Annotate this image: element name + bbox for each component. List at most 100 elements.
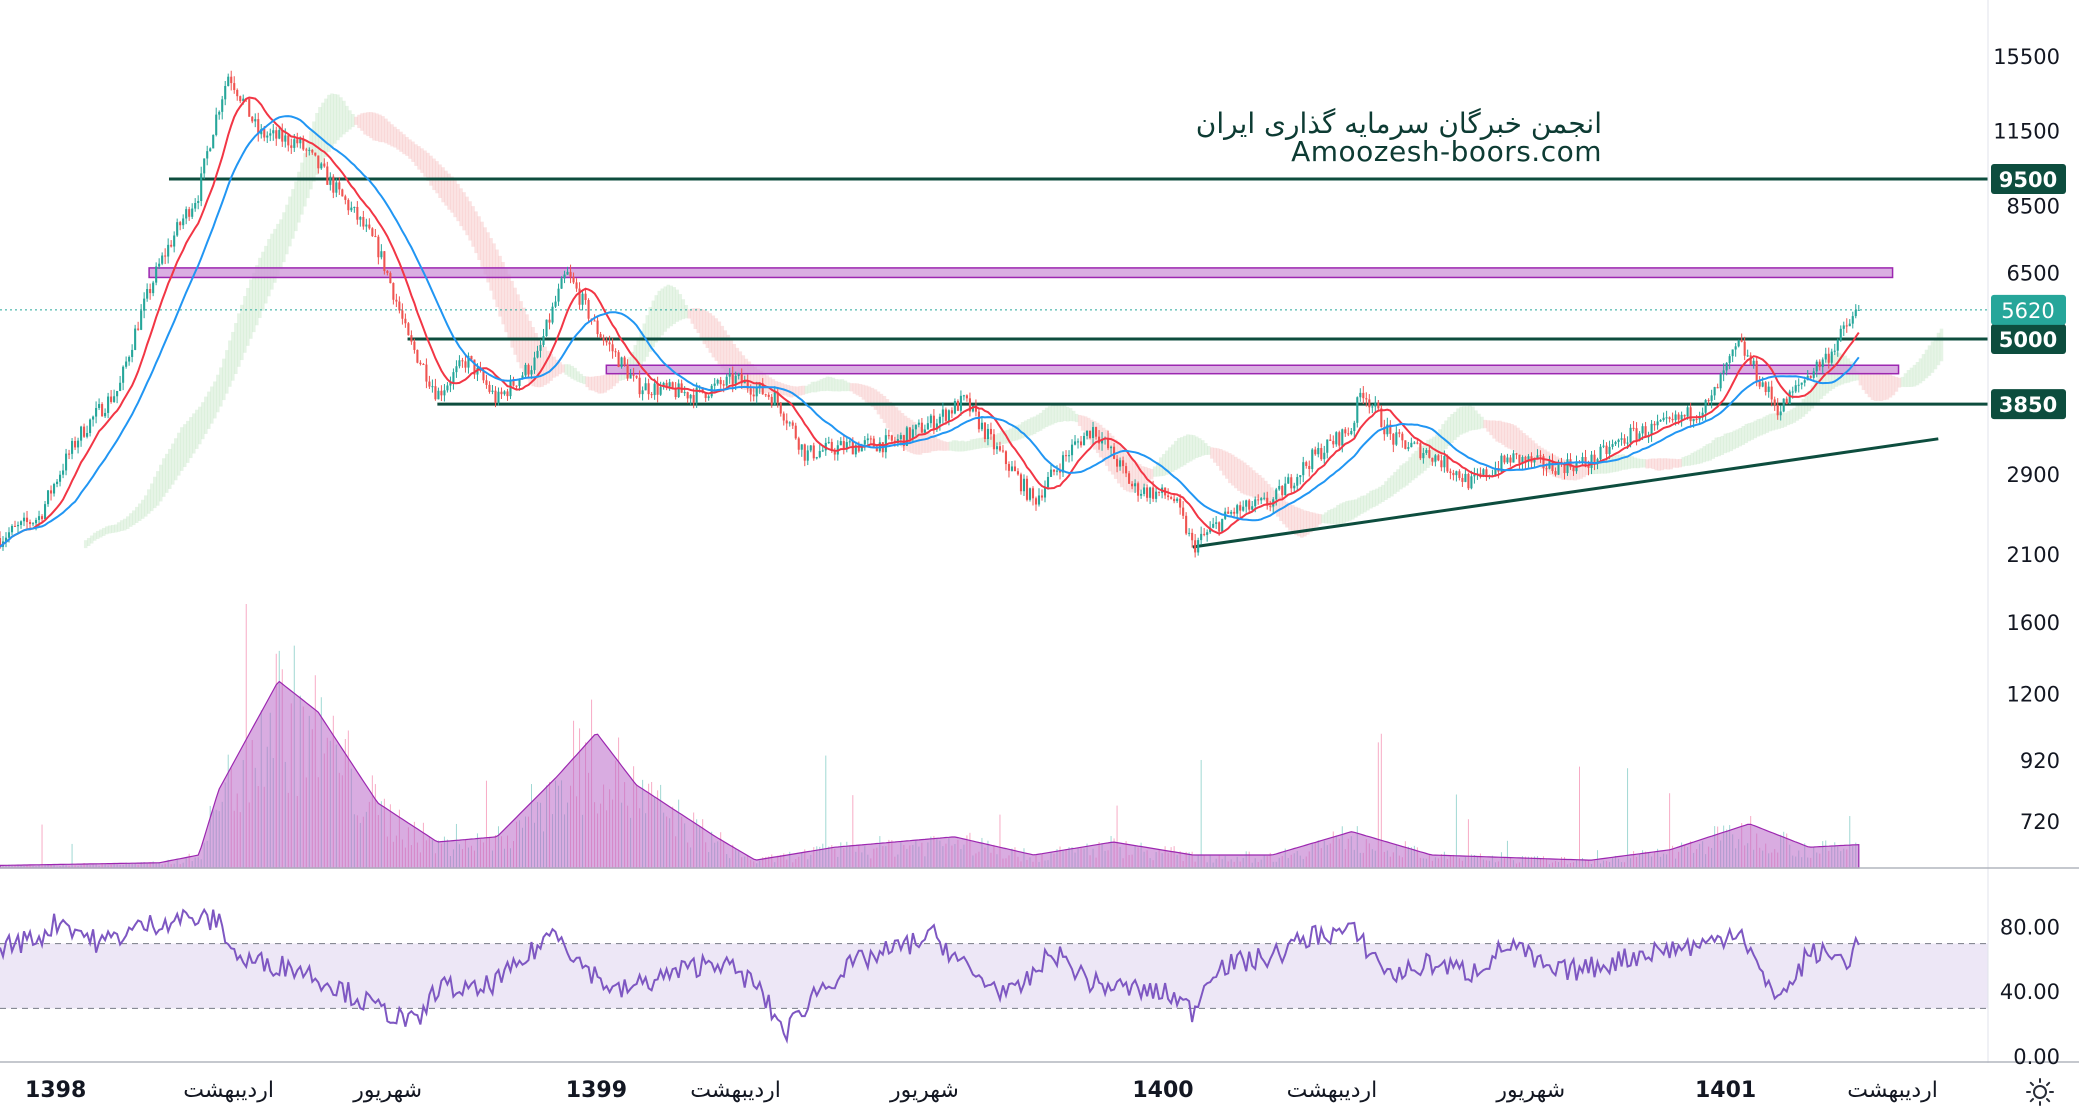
cloud-slice <box>1134 462 1139 493</box>
cloud-slice <box>1492 420 1496 439</box>
rsi-tick-label: 0.00 <box>2013 1045 2060 1069</box>
candle-body <box>1407 447 1410 449</box>
cloud-slice <box>516 294 520 363</box>
cloud-slice <box>441 167 445 203</box>
cloud-slice <box>225 350 229 394</box>
candle-body <box>488 384 491 392</box>
cloud-slice <box>1198 438 1202 457</box>
cloud-slice <box>486 232 490 283</box>
cloud-slice <box>1558 458 1562 479</box>
candle-body <box>1803 380 1806 383</box>
cloud-slice <box>996 433 1001 446</box>
candle-body <box>776 392 779 403</box>
cloud-slice <box>1116 442 1121 484</box>
cloud-slice <box>1303 510 1307 537</box>
cloud-slice <box>1513 425 1517 453</box>
candle-body <box>323 163 326 167</box>
horizontal-levels-layer <box>0 177 1988 549</box>
candle-body <box>299 138 302 144</box>
cloud-slice <box>990 436 995 447</box>
candle-body <box>290 145 293 148</box>
candle-body <box>1203 533 1206 535</box>
cloud-slice <box>1621 454 1625 470</box>
candle-body <box>1431 457 1434 462</box>
candle-body <box>170 244 173 247</box>
candle-body <box>902 435 905 446</box>
candle-body <box>110 396 113 402</box>
candle-body <box>653 383 656 396</box>
cloud-slice <box>1552 454 1556 477</box>
cloud-slice <box>1423 442 1427 471</box>
candle-body <box>1179 498 1182 508</box>
settings-sun-icon[interactable] <box>2020 1072 2060 1112</box>
candle-body <box>1356 397 1359 423</box>
candle-body <box>413 341 416 350</box>
candle-body <box>1725 362 1728 371</box>
candle-body <box>1416 442 1419 444</box>
cloud-slice <box>810 381 815 393</box>
candle-body <box>296 139 299 144</box>
candle-body <box>1332 440 1335 445</box>
cloud-slice <box>192 413 196 454</box>
cloud-slice <box>987 437 992 448</box>
candle-body <box>239 96 242 102</box>
candle-body <box>515 385 518 387</box>
candle-body <box>665 382 668 387</box>
candle-body <box>521 375 524 379</box>
cloud-slice <box>1714 437 1719 458</box>
cloud-slice <box>495 249 499 308</box>
candle-body <box>37 516 41 520</box>
candle-body <box>1797 384 1800 386</box>
cloud-slice <box>98 529 103 538</box>
candle-body <box>416 349 419 363</box>
candle-body <box>164 255 167 257</box>
cloud-slice <box>294 181 298 232</box>
candle-body <box>596 320 599 335</box>
candle-body <box>1392 433 1395 445</box>
candle-body <box>146 289 149 299</box>
cloud-slice <box>1348 500 1352 521</box>
cloud-slice <box>1789 409 1794 425</box>
cloud-slice <box>1591 464 1595 475</box>
candle-body <box>374 236 377 238</box>
candle-body <box>839 441 842 446</box>
candle-body <box>731 373 734 386</box>
candle-body <box>974 405 977 412</box>
cloud-slice <box>1501 421 1505 445</box>
cloud-slice <box>489 238 493 291</box>
cloud-slice <box>1246 465 1250 496</box>
candle-body <box>767 394 770 397</box>
cloud-slice <box>1426 439 1430 469</box>
cloud-slice <box>1858 372 1863 386</box>
candle-body <box>1055 470 1059 472</box>
cloud-slice <box>116 522 121 532</box>
candle-body <box>350 207 353 211</box>
candle-body <box>887 435 890 437</box>
candle-body <box>1215 522 1218 524</box>
cloud-slice <box>1807 390 1812 412</box>
candle-body <box>326 166 329 185</box>
candle-body <box>1107 437 1110 449</box>
cloud-slice <box>915 424 920 455</box>
candle-body <box>59 474 62 482</box>
price-tick-label: 8500 <box>2007 195 2060 219</box>
cloud-slice <box>945 441 950 451</box>
candle-body <box>608 342 611 345</box>
candle-body <box>386 271 389 274</box>
cloud-slice <box>1939 328 1944 362</box>
candle-body <box>422 364 425 366</box>
cloud-slice <box>1705 444 1710 462</box>
candle-body <box>1067 455 1071 457</box>
cloud-slice <box>507 274 511 341</box>
cloud-slice <box>501 261 505 325</box>
candle-body <box>1413 442 1416 444</box>
candle-body <box>320 163 323 169</box>
cloud-slice <box>1918 358 1923 384</box>
candle-body <box>1854 310 1857 317</box>
candle-body <box>989 428 992 435</box>
cloud-slice <box>360 113 364 131</box>
candle-body <box>1170 497 1173 499</box>
candle-body <box>1046 476 1050 488</box>
